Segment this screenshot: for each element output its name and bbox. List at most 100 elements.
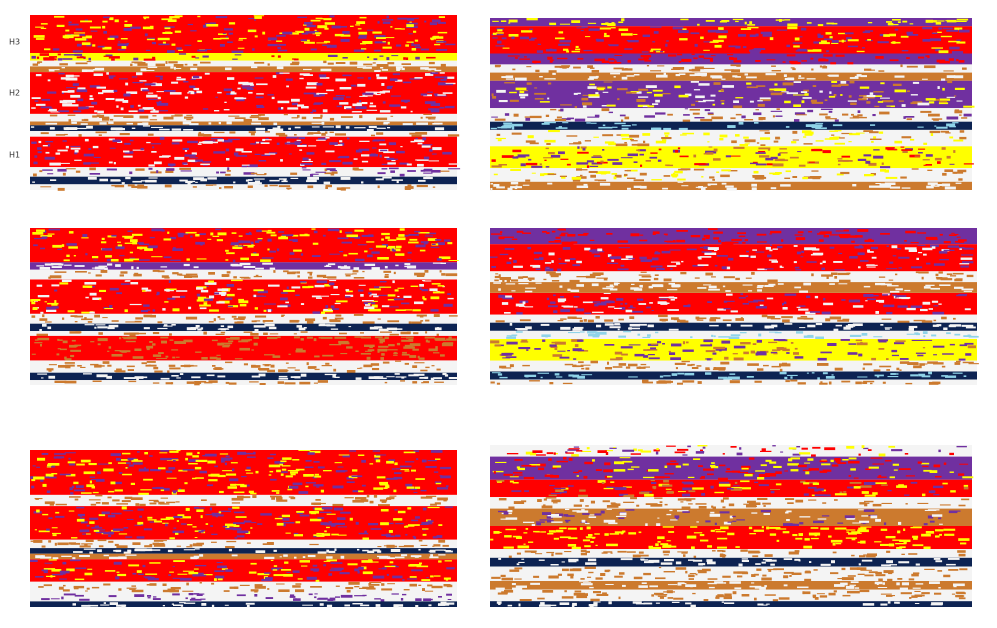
speckle	[306, 152, 315, 155]
speckle	[524, 56, 527, 58]
speckle	[492, 372, 501, 374]
speckle	[222, 470, 234, 472]
speckle	[66, 243, 77, 246]
speckle	[784, 177, 791, 179]
speckle	[109, 602, 118, 605]
speckle	[939, 233, 943, 236]
speckle	[792, 130, 798, 134]
speckle	[128, 564, 140, 567]
speckle	[863, 363, 873, 366]
speckle	[276, 583, 285, 585]
speckle	[512, 68, 516, 71]
speckle	[968, 363, 979, 365]
speckle	[381, 163, 393, 165]
speckle	[124, 309, 128, 313]
speckle	[833, 94, 837, 97]
speckle	[195, 459, 208, 462]
speckle	[69, 463, 76, 466]
speckle	[142, 290, 147, 292]
speckle	[935, 22, 942, 25]
speckle	[551, 280, 560, 282]
speckle	[495, 320, 505, 323]
speckle	[812, 49, 822, 52]
speckle	[596, 39, 604, 42]
speckle	[31, 485, 35, 489]
speckle	[295, 30, 304, 32]
speckle	[203, 331, 207, 335]
speckle	[630, 287, 639, 290]
speckle	[246, 472, 254, 474]
speckle	[317, 517, 325, 519]
speckle	[80, 459, 91, 463]
speckle	[910, 305, 923, 308]
speckle	[316, 42, 328, 44]
speckle	[627, 153, 638, 157]
speckle	[327, 54, 338, 57]
speckle	[326, 44, 337, 48]
speckle	[72, 50, 83, 53]
speckle	[345, 126, 350, 129]
speckle	[379, 154, 382, 158]
speckle	[230, 336, 240, 340]
speckle	[731, 140, 737, 144]
speckle	[157, 96, 161, 100]
speckle	[60, 162, 70, 164]
speckle	[438, 560, 442, 563]
speckle	[885, 176, 898, 179]
speckle	[576, 162, 589, 165]
speckle	[857, 229, 869, 232]
speckle	[123, 93, 131, 97]
speckle	[173, 527, 177, 529]
speckle	[705, 367, 710, 371]
speckle	[403, 346, 415, 349]
speckle	[312, 117, 323, 119]
speckle	[372, 147, 377, 149]
speckle	[738, 297, 746, 299]
speckle	[340, 555, 345, 559]
speckle	[82, 69, 88, 73]
speckle	[918, 56, 925, 59]
speckle	[560, 326, 571, 330]
speckle	[503, 122, 513, 125]
speckle	[143, 576, 152, 578]
speckle	[302, 556, 306, 558]
speckle	[79, 555, 90, 557]
speckle	[412, 309, 421, 312]
speckle	[667, 289, 678, 291]
speckle	[377, 351, 380, 353]
speckle	[219, 490, 224, 494]
speckle	[798, 75, 802, 78]
speckle	[420, 169, 426, 172]
speckle	[545, 266, 550, 270]
speckle	[325, 362, 330, 365]
speckle	[295, 521, 301, 524]
speckle	[547, 182, 553, 185]
speckle	[755, 152, 766, 154]
speckle	[954, 278, 963, 282]
speckle	[132, 462, 143, 465]
speckle	[217, 316, 221, 319]
speckle	[112, 499, 120, 502]
speckle	[302, 157, 309, 161]
speckle	[96, 86, 106, 89]
speckle	[539, 76, 543, 78]
speckle	[151, 549, 161, 551]
speckle	[363, 364, 373, 368]
speckle	[393, 298, 405, 301]
speckle	[190, 556, 197, 560]
speckle	[40, 555, 44, 558]
speckle	[922, 26, 933, 30]
speckle	[678, 30, 689, 33]
speckle	[840, 81, 847, 84]
speckle	[169, 571, 174, 573]
speckle	[618, 318, 624, 321]
speckle	[782, 82, 794, 86]
speckle	[960, 257, 973, 260]
speckle	[583, 49, 593, 52]
speckle	[902, 20, 908, 23]
speckle	[84, 282, 97, 285]
speckle	[61, 555, 72, 557]
speckle	[797, 382, 806, 385]
speckle	[233, 318, 244, 320]
speckle	[878, 339, 887, 343]
